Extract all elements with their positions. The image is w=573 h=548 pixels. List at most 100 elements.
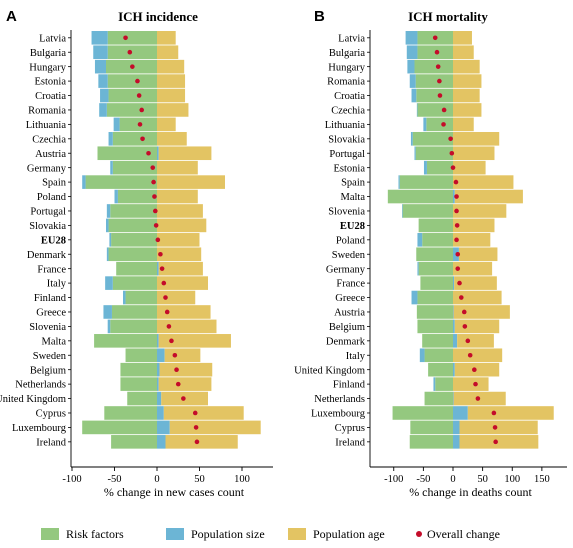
- bar-risk-denmark: [422, 334, 453, 348]
- overall-change-point-romania: [437, 78, 442, 84]
- row-malta: Malta: [42, 334, 231, 348]
- bar-popsize-ireland: [157, 435, 166, 449]
- row-eu28: EU28: [41, 233, 200, 247]
- overall-change-point-denmark: [465, 338, 471, 344]
- bar-popsize-united-kingdom: [157, 391, 162, 406]
- category-label-spain: Spain: [42, 178, 67, 189]
- category-label-czechia: Czechia: [331, 106, 365, 117]
- category-label-luxembourg: Luxembourg: [311, 409, 366, 420]
- bar-popsize-spain: [82, 175, 86, 189]
- bar-popsize-estonia: [98, 74, 108, 88]
- bar-popsize-sweden: [157, 348, 165, 363]
- row-greece: Greece: [335, 290, 502, 305]
- bar-risk-finland: [435, 377, 453, 391]
- bar-risk-germany: [112, 160, 157, 175]
- bar-risk-italy: [112, 276, 157, 290]
- bar-risk-sweden: [416, 247, 453, 262]
- row-germany: Germany: [27, 160, 198, 175]
- bar-risk-portugal: [110, 204, 157, 218]
- bar-risk-bulgaria: [107, 45, 157, 60]
- x-tick-label: 50: [194, 474, 205, 485]
- overall-change-point-luxembourg: [193, 425, 199, 430]
- category-label-estonia: Estonia: [334, 163, 366, 174]
- bar-risk-austria: [97, 146, 157, 161]
- bar-popage-bulgaria: [453, 45, 474, 60]
- bar-popsize-netherlands: [453, 391, 454, 406]
- legend-label: Risk factors: [66, 527, 124, 541]
- bar-popage-denmark: [157, 247, 202, 262]
- bar-risk-belgium: [120, 362, 157, 377]
- row-france: France: [37, 261, 203, 276]
- bar-risk-belgium: [417, 319, 453, 334]
- overall-change-point-united-kingdom: [181, 396, 186, 401]
- bar-popsize-germany: [110, 160, 113, 175]
- bar-popsize-france: [453, 276, 455, 290]
- category-label-united-kingdom: United Kingdom: [294, 365, 365, 376]
- category-label-cyprus: Cyprus: [335, 423, 365, 434]
- bar-risk-greece: [417, 290, 453, 305]
- bar-popage-romania: [157, 103, 189, 117]
- bar-risk-romania: [415, 74, 453, 88]
- overall-change-point-finland: [473, 381, 478, 387]
- bar-popsize-lithuania: [423, 117, 427, 132]
- bar-risk-latvia: [107, 31, 157, 45]
- bar-popage-finland: [157, 290, 196, 305]
- overall-change-point-poland: [454, 237, 459, 243]
- row-spain: Spain: [42, 175, 225, 189]
- bar-risk-czechia: [112, 132, 157, 146]
- bar-popsize-romania: [409, 74, 416, 88]
- category-label-bulgaria: Bulgaria: [30, 48, 66, 59]
- overall-change-point-croatia: [136, 93, 142, 98]
- overall-change-point-belgium: [462, 324, 468, 329]
- bar-popsize-croatia: [411, 88, 417, 103]
- category-label-portugal: Portugal: [329, 149, 365, 160]
- bar-popsize-poland: [417, 233, 423, 247]
- bar-popsize-italy: [105, 276, 113, 290]
- category-label-germany: Germany: [326, 264, 366, 275]
- category-label-bulgaria: Bulgaria: [329, 48, 365, 59]
- bar-risk-slovakia: [108, 218, 157, 233]
- bar-popsize-italy: [419, 348, 425, 363]
- bar-popage-luxembourg: [169, 420, 261, 435]
- bar-risk-cyprus: [104, 406, 157, 420]
- bar-popsize-poland: [114, 189, 118, 204]
- overall-change-point-greece: [164, 309, 170, 315]
- row-estonia: Estonia: [35, 74, 186, 88]
- bar-popage-austria: [453, 305, 510, 319]
- row-austria: Austria: [35, 146, 212, 161]
- row-lithuania: Lithuania: [26, 117, 176, 132]
- bar-popsize-portugal: [106, 204, 111, 218]
- overall-change-point-czechia: [140, 136, 145, 142]
- panel-b-ich-mortality: B ICH mortality Latvia Bulgaria Hungary Roman…: [294, 8, 567, 499]
- overall-change-point-lithuania: [137, 122, 143, 127]
- bar-popage-spain: [453, 175, 514, 189]
- bar-popage-france: [158, 261, 203, 276]
- category-label-italy: Italy: [47, 279, 67, 290]
- bar-popsize-spain: [398, 175, 400, 189]
- category-label-slovakia: Slovakia: [328, 134, 365, 145]
- x-tick-label: 100: [504, 474, 520, 485]
- row-latvia: Latvia: [338, 31, 472, 45]
- overall-change-point-eu28: [155, 237, 161, 243]
- bar-risk-lithuania: [426, 117, 453, 132]
- bar-popage-poland: [157, 189, 198, 204]
- overall-change-point-bulgaria: [434, 49, 440, 55]
- row-ireland: Ireland: [335, 435, 539, 449]
- row-hungary: Hungary: [328, 59, 480, 74]
- bar-popsize-germany: [417, 261, 419, 276]
- x-tick-label: 100: [234, 474, 250, 485]
- category-label-estonia: Estonia: [35, 77, 67, 88]
- row-slovakia: Slovakia: [328, 132, 500, 146]
- category-label-slovakia: Slovakia: [29, 221, 66, 232]
- overall-change-point-france: [457, 280, 462, 286]
- overall-change-point-hungary: [130, 64, 135, 69]
- bar-risk-portugal: [415, 146, 453, 161]
- bar-risk-france: [116, 261, 157, 276]
- row-germany: Germany: [326, 261, 493, 276]
- bar-risk-hungary: [414, 59, 453, 74]
- x-tick-label: -100: [384, 474, 403, 485]
- category-label-eu28: EU28: [41, 235, 66, 246]
- category-label-denmark: Denmark: [326, 336, 366, 347]
- category-label-sweden: Sweden: [33, 351, 67, 362]
- row-spain: Spain: [341, 175, 514, 189]
